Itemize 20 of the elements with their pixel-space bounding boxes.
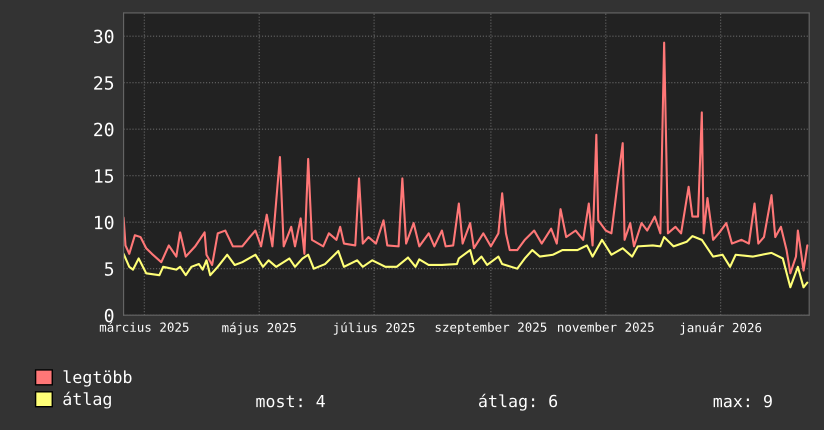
line-series: [124, 42, 808, 274]
line-series: [124, 235, 808, 288]
y-tick-label: 5: [104, 262, 114, 276]
y-tick-label: 10: [95, 216, 114, 230]
y-tick-label: 30: [94, 30, 114, 44]
y-tick-label: 0: [104, 308, 114, 322]
legend-label: átlag: [63, 392, 111, 409]
text: most: 4: [256, 395, 325, 408]
text: átlag: 6: [479, 394, 558, 411]
x-tick-label: november 2025: [558, 322, 654, 332]
y-tick-label: 25: [94, 76, 114, 90]
x-tick-label: március 2025: [100, 322, 188, 332]
x-tick-label: január 2026: [680, 322, 762, 335]
x-tick-label: július 2025: [334, 322, 414, 335]
legend-label: legtöbb: [64, 370, 132, 387]
y-tick-label: 20: [94, 122, 114, 136]
y-tick-label: 15: [95, 169, 114, 183]
x-tick-label: szeptember 2025: [436, 322, 546, 334]
text: max: 9: [714, 394, 772, 408]
x-tick-label: május 2025: [222, 322, 296, 335]
